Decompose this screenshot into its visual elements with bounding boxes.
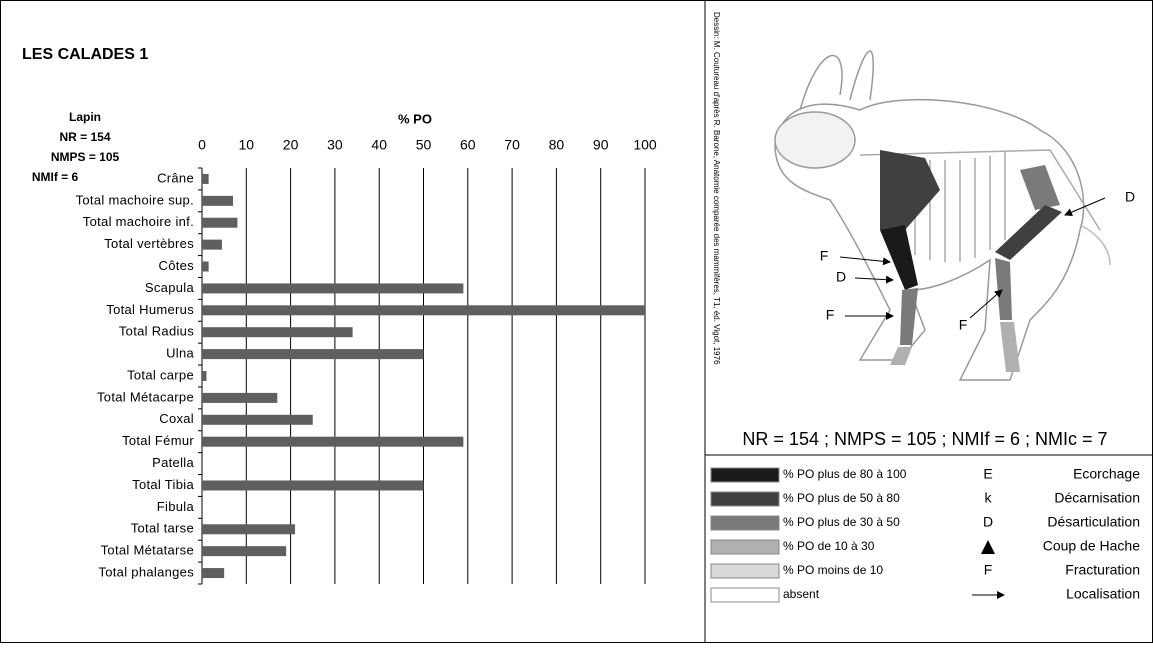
bar [202,546,287,557]
x-tick-label: 90 [593,137,609,153]
y-tick-label: Ulna [166,346,194,361]
bar [202,371,207,381]
bar [202,239,222,250]
y-tick-label: Total Radius [119,324,194,339]
legend-code: F [984,562,993,578]
arrow [1064,197,1106,216]
y-tick-label: Total Métacarpe [97,389,194,404]
y-tick-label: Total carpe [127,367,194,382]
femur-shape [995,205,1062,260]
legend-meaning: Coup de Hache [1043,538,1141,554]
x-tick-label: 50 [416,137,432,153]
caption: NR = 154 ; NMPS = 105 ; NMIf = 6 ; NMIc … [742,429,1107,449]
bar [202,349,424,360]
bar [202,414,313,425]
bar [202,436,464,447]
x-tick-label: 80 [549,137,565,153]
y-tick-label: Total Fémur [122,433,194,448]
x-tick-label: 70 [504,137,520,153]
annotation: NMPS = 105 [51,150,120,164]
y-tick-label: Total Humerus [106,302,194,317]
legend-meaning: Localisation [1066,586,1140,602]
bar [202,261,209,272]
annotation: NMIf = 6 [32,170,79,184]
y-tick-label: Total machoire inf. [83,214,194,229]
bar [202,392,278,403]
metatarsus-shape [1000,322,1020,372]
illustration-label: F [820,248,829,264]
x-tick-label: 20 [283,137,299,153]
x-tick-label: 40 [371,137,387,153]
credit: Dessin: M. Coutureau d'après R. Barone, … [712,12,721,365]
y-tick-label: Fibula [157,499,195,514]
bar [202,173,209,184]
bar [202,327,353,338]
bar [202,283,464,294]
annotation: Lapin [69,110,101,124]
x-tick-label: 30 [327,137,343,153]
bar [202,217,238,228]
legend-label: % PO moins de 10 [783,563,883,577]
arrow [854,275,894,284]
legend-symbol [981,540,995,554]
rabbit-illustration [774,50,1111,381]
tibia-shape [995,258,1012,320]
legend-label: % PO plus de 30 à 50 [783,515,900,529]
radius-shape [900,288,918,345]
legend-label: % PO plus de 80 à 100 [783,467,907,481]
y-tick-label: Total Tibia [132,477,194,492]
legend-swatch [710,563,780,579]
arrow [969,289,1003,319]
y-tick-label: Total phalanges [98,564,194,579]
legend-meaning: Désarticulation [1047,514,1140,530]
arrow [839,256,891,266]
legend-swatch [710,515,780,531]
x-tick-label: 10 [239,137,255,153]
y-tick-label: Total Métatarse [101,543,194,558]
legend-code: E [983,466,992,482]
bar [202,524,296,535]
bar [202,480,424,491]
y-tick-label: Coxal [159,411,194,426]
y-tick-label: Total machoire sup. [76,192,194,207]
y-tick-label: Total vertèbres [104,236,194,251]
illustration-label: D [1125,189,1135,205]
x-tick-label: 0 [198,137,206,153]
bar [202,305,645,316]
y-tick-label: Scapula [145,280,195,295]
y-tick-label: Total tarse [131,521,194,536]
y-tick-label: Côtes [159,258,195,273]
legend-swatch [710,467,780,483]
coxal-shape [1020,165,1060,210]
axis-title: % PO [398,111,432,126]
illustration-label: F [826,307,835,323]
legend-label: absent [783,587,820,601]
legend-swatch [710,491,780,507]
metacarpus-shape [890,347,912,365]
x-tick-label: 100 [633,137,657,153]
legend-meaning: Décarnisation [1054,490,1140,506]
legend-swatch [710,587,780,603]
annotation: NR = 154 [59,130,110,144]
legend-meaning: Fracturation [1065,562,1140,578]
legend-swatch [710,539,780,555]
y-tick-label: Patella [152,455,194,470]
legend-code: k [985,490,993,506]
chart-title: LES CALADES 1 [22,46,148,63]
y-tick-label: Crâne [157,170,194,185]
scapula-shape [880,150,940,230]
illustration-label: F [959,317,968,333]
bar [202,195,234,206]
legend-meaning: Ecorchage [1073,466,1140,482]
humerus-shape [880,225,918,290]
bar [202,568,225,579]
legend-label: % PO plus de 50 à 80 [783,491,900,505]
illustration-label: D [836,269,846,285]
legend-code: D [983,514,993,530]
x-tick-label: 60 [460,137,476,153]
legend-label: % PO de 10 à 30 [783,539,875,553]
